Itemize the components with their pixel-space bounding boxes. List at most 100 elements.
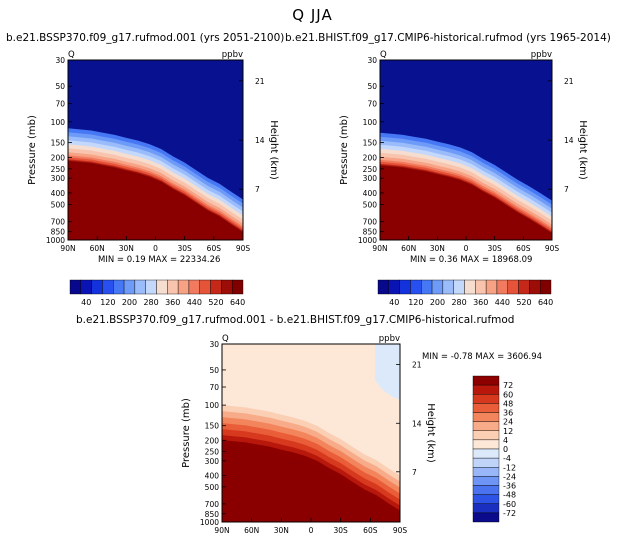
- colorbar-cell: [453, 279, 465, 295]
- y-tick-label: 50: [209, 366, 219, 375]
- lower-region: [222, 445, 400, 522]
- colorbar-cell: [377, 279, 390, 295]
- x-tick-label: 0: [153, 244, 158, 253]
- x-tick-label: 90S: [393, 526, 408, 535]
- y-tick-label: 500: [205, 483, 220, 492]
- colorbar-label: 360: [165, 298, 180, 307]
- plot-field-top-right: [380, 60, 552, 240]
- y-axis-label: Pressure (mb): [339, 115, 350, 185]
- y2-tick-label: 21: [412, 361, 422, 370]
- x-tick-label: 90N: [60, 244, 75, 253]
- y-tick-label: 400: [51, 189, 66, 198]
- y-tick-label: 200: [205, 436, 220, 445]
- x-tick-label: 30S: [178, 244, 193, 253]
- y-tick-label: 150: [205, 422, 220, 431]
- stats-text: MIN = 0.36 MAX = 18968.09: [410, 255, 532, 265]
- y2-tick-label: 7: [255, 185, 260, 194]
- x-tick-label: 30S: [488, 244, 503, 253]
- y-tick-label: 700: [363, 218, 378, 227]
- colorbar-cell: [472, 394, 500, 404]
- y-tick-label: 100: [51, 118, 66, 127]
- y2-tick-label: 14: [255, 136, 265, 145]
- y-tick-label: 250: [51, 165, 66, 174]
- y-tick-label: 400: [205, 471, 220, 480]
- colorbar-cell: [472, 384, 500, 395]
- colorbar-cell: [472, 412, 500, 422]
- colorbar-cell: [529, 279, 541, 295]
- colorbar-cell: [496, 279, 508, 295]
- x-tick-label: 60S: [363, 526, 378, 535]
- y-tick-label: 1000: [358, 236, 377, 245]
- y-tick-label: 300: [363, 174, 378, 183]
- colorbar-cell: [210, 279, 222, 295]
- colorbar-cell: [221, 279, 233, 295]
- lower-region: [380, 166, 552, 240]
- colorbar-cell: [188, 279, 200, 295]
- y-tick-label: 700: [205, 500, 220, 509]
- x-tick-label: 60N: [90, 244, 105, 253]
- y-tick-label: 150: [363, 139, 378, 148]
- panel-title: b.e21.BHIST.f09_g17.CMIP6-historical.ruf…: [285, 32, 611, 44]
- page-title: Q JJA: [292, 6, 333, 24]
- colorbar-label: 640: [230, 298, 245, 307]
- colorbar-cell: [113, 279, 125, 295]
- colorbar-label: 36: [503, 409, 513, 418]
- colorbar-label: -36: [503, 482, 516, 491]
- colorbar-cell: [69, 279, 82, 295]
- colorbar-cell: [472, 494, 500, 504]
- x-tick-label: 90N: [214, 526, 229, 535]
- colorbar-cell: [485, 279, 498, 295]
- colorbar-label: 520: [208, 298, 223, 307]
- colorbar-label: 60: [503, 390, 513, 399]
- x-tick-label: 60S: [207, 244, 222, 253]
- x-tick-label: 30N: [274, 526, 289, 535]
- colorbar-cell: [472, 467, 500, 477]
- colorbar-label: -60: [503, 500, 516, 509]
- colorbar-label: 520: [516, 298, 531, 307]
- colorbar-cell: [442, 279, 454, 295]
- colorbar-cell: [156, 279, 168, 295]
- units-label: ppbv: [222, 50, 243, 60]
- colorbar-cell: [399, 279, 411, 295]
- y-tick-label: 850: [51, 228, 66, 237]
- y-tick-label: 70: [367, 99, 377, 108]
- y-tick-label: 50: [55, 82, 65, 91]
- colorbar-label: 280: [451, 298, 466, 307]
- colorbar-label: 200: [122, 298, 137, 307]
- units-label: ppbv: [531, 50, 552, 60]
- colorbar-cell: [431, 279, 444, 295]
- colorbar-cell: [177, 279, 190, 295]
- colorbar-cell: [518, 279, 530, 295]
- x-tick-label: 90N: [372, 244, 387, 253]
- colorbar-label: 40: [389, 298, 399, 307]
- x-tick-label: 30N: [119, 244, 134, 253]
- y-tick-label: 250: [205, 448, 220, 457]
- colorbar-cell: [167, 279, 179, 295]
- y-tick-label: 300: [51, 174, 66, 183]
- y2-tick-label: 21: [564, 77, 574, 86]
- colorbar-cell: [472, 430, 500, 441]
- colorbar-cell: [472, 375, 500, 386]
- colorbar-label: 200: [430, 298, 445, 307]
- y2-axis-label: Height (km): [577, 120, 588, 180]
- colorbar-label: 280: [143, 298, 158, 307]
- variable-label: Q: [68, 50, 75, 60]
- stats-text: MIN = -0.78 MAX = 3606.94: [422, 352, 542, 362]
- y-tick-label: 30: [367, 56, 377, 65]
- y-tick-label: 1000: [46, 236, 65, 245]
- colorbar-cell: [199, 279, 211, 295]
- colorbar-cell: [472, 485, 500, 495]
- colorbar-cell: [472, 403, 500, 413]
- colorbar-label: 120: [408, 298, 423, 307]
- variable-label: Q: [222, 334, 229, 344]
- y2-axis-label: Height (km): [425, 403, 436, 463]
- plot-field-bottom: [222, 344, 400, 522]
- colorbar-label: 440: [187, 298, 202, 307]
- colorbar-label: 24: [503, 418, 513, 427]
- y2-axis-label: Height (km): [268, 120, 279, 180]
- colorbar-cell: [472, 476, 500, 486]
- x-tick-label: 60N: [401, 244, 416, 253]
- y-tick-label: 300: [205, 457, 220, 466]
- y-tick-label: 850: [363, 228, 378, 237]
